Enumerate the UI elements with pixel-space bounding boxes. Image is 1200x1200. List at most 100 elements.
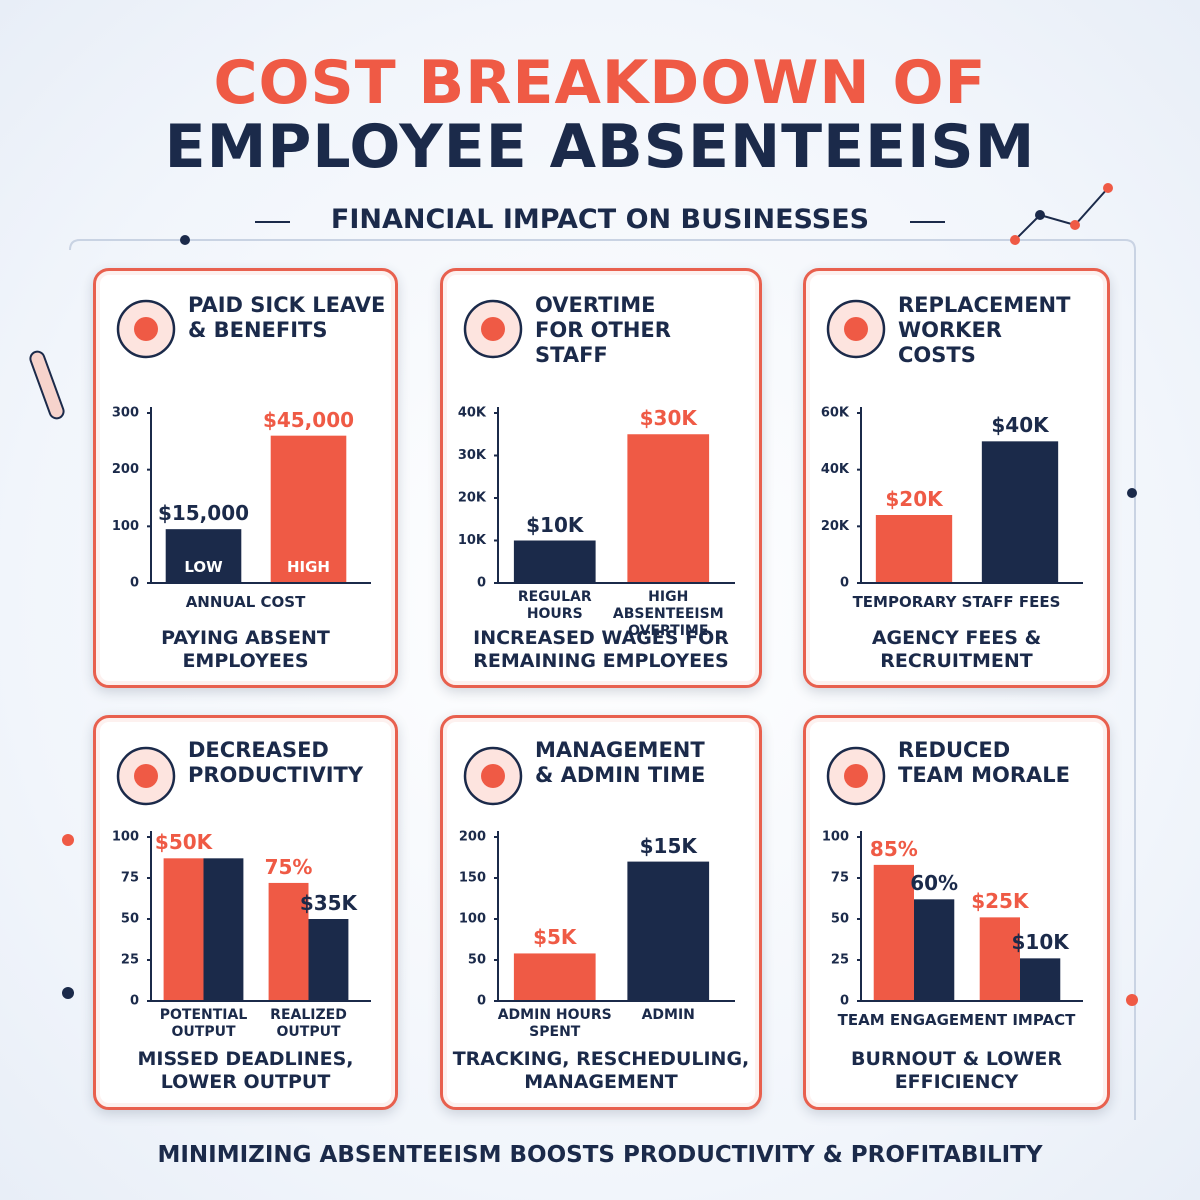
- bar: [627, 861, 710, 1001]
- category-label: REALIZED OUTPUT: [270, 1007, 347, 1040]
- y-tick-label: 10K: [458, 533, 487, 548]
- caption-line: AGENCY FEES &: [871, 627, 1042, 649]
- chart-panel: 0 100 200 300 PAID SICK LEAVE & BENEFITS $15,0…: [93, 268, 398, 688]
- chart: 0 20K 40K 60K: [821, 299, 1083, 591]
- bar: [875, 515, 953, 583]
- panel-caption: BURNOUT & LOWER EFFICIENCY: [812, 1048, 1101, 1094]
- data-label: $50K: [154, 830, 213, 855]
- heading-line: & ADMIN TIME: [535, 763, 706, 787]
- heading-line: OVERTIME: [535, 293, 656, 317]
- icon: [134, 764, 158, 788]
- y-tick-label: 0: [840, 994, 849, 1009]
- caption-line: MISSED DEADLINES,: [137, 1048, 354, 1070]
- heading-line: PRODUCTIVITY: [188, 763, 364, 787]
- data-label: $20K: [885, 487, 943, 511]
- y-tick-label: 200: [459, 830, 486, 845]
- y-tick-label: 50: [831, 912, 849, 927]
- subtitle: FINANCIAL IMPACT ON BUSINESSES: [330, 204, 870, 235]
- dot: [1103, 183, 1113, 193]
- caption-line: EMPLOYEES: [182, 650, 309, 672]
- dot: [62, 834, 74, 846]
- y-tick-label: 0: [130, 994, 139, 1009]
- heading-line: TEAM MORALE: [898, 763, 1071, 787]
- bar: [979, 917, 1020, 1001]
- y-tick-label: 50: [468, 953, 486, 968]
- chart: 0 100 200 300: [112, 299, 371, 591]
- caption-line: RECRUITMENT: [880, 650, 1033, 672]
- data-label: $15,000: [157, 501, 250, 526]
- icon: [134, 317, 158, 341]
- category-label: LOW: [184, 558, 223, 576]
- heading-line: REDUCED: [898, 738, 1011, 762]
- panel-heading: REDUCED TEAM MORALE: [898, 738, 1105, 788]
- data-label: 60%: [910, 871, 959, 896]
- icon: [481, 764, 505, 788]
- panel-heading: OVERTIME FOR OTHER STAFF: [535, 293, 757, 368]
- heading-line: STAFF: [535, 343, 608, 367]
- heading-line: PAID SICK LEAVE: [188, 293, 386, 317]
- heading-line: REPLACEMENT: [898, 293, 1071, 317]
- y-tick-label: 0: [477, 576, 486, 591]
- bar: [513, 540, 596, 583]
- icon: [844, 764, 868, 788]
- category-label: POTENTIAL OUTPUT: [159, 1007, 248, 1040]
- bar: [873, 864, 914, 1001]
- y-tick-label: 75: [831, 871, 849, 886]
- data-label: $25K: [971, 889, 1029, 914]
- y-tick-label: 30K: [458, 448, 487, 463]
- y-tick-label: 60K: [821, 406, 850, 421]
- caption-line: BURNOUT & LOWER: [851, 1048, 1062, 1070]
- chart-panel: 0 25 50 75 100 DECREASED PRODUCTIVITY $50K 75% $3…: [93, 715, 398, 1110]
- heading-line: WORKER: [898, 318, 1002, 342]
- bar: [981, 441, 1059, 583]
- heading-line: FOR OTHER: [535, 318, 671, 342]
- y-tick-label: 100: [112, 519, 139, 534]
- panel-caption: PAYING ABSENT EMPLOYEES: [102, 627, 389, 673]
- data-label: $45,000: [262, 407, 355, 432]
- heading-line: MANAGEMENT: [535, 738, 705, 762]
- chart: 0 10K 20K 30K 40K: [458, 299, 735, 591]
- data-label: $10K: [526, 512, 584, 537]
- title: COST BREAKDOWN OF: [213, 48, 987, 118]
- bar: [163, 858, 204, 1001]
- bar: [627, 434, 710, 583]
- y-tick-label: 40K: [458, 406, 487, 421]
- panel-heading: REPLACEMENT WORKER COSTS: [898, 293, 1105, 368]
- chart-panel: 0 25 50 75 100 REDUCED TEAM MORALE 85% $25K 60% $1…: [803, 715, 1110, 1110]
- chart-panel: 0 20K 40K 60K REPLACEMENT WORKER COSTS $20K $40K…: [803, 268, 1110, 688]
- dot: [1070, 220, 1080, 230]
- x-axis-label: TEMPORARY STAFF FEES: [852, 593, 1061, 611]
- y-tick-label: 100: [822, 830, 849, 845]
- panel-heading: DECREASED PRODUCTIVITY: [188, 738, 393, 788]
- chart: 0 25 50 75 100: [112, 746, 371, 1009]
- category-label: HIGH: [286, 558, 330, 576]
- caption-line: LOWER OUTPUT: [160, 1071, 331, 1093]
- frame-line: [69, 239, 1136, 1120]
- data-label: $40K: [991, 413, 1049, 438]
- dot: [1126, 994, 1138, 1006]
- trend-icon: [1014, 187, 1109, 241]
- x-axis-label: TEAM ENGAGEMENT IMPACT: [837, 1011, 1076, 1029]
- panel-caption: INCREASED WAGES FOR REMAINING EMPLOYEES: [449, 627, 753, 673]
- data-label: $30K: [639, 406, 697, 431]
- y-tick-label: 20K: [458, 491, 487, 506]
- chart: 0 25 50 75 100: [822, 746, 1083, 1009]
- dot: [180, 235, 190, 245]
- y-tick-label: 75: [121, 871, 139, 886]
- thermometer-icon: [29, 350, 65, 420]
- dot: [62, 987, 74, 999]
- bar: [513, 953, 596, 1001]
- y-tick-label: 100: [112, 830, 139, 845]
- panel-caption: AGENCY FEES & RECRUITMENT: [812, 627, 1101, 673]
- y-tick-label: 300: [112, 406, 139, 421]
- dot: [1035, 210, 1045, 220]
- title: EMPLOYEE ABSENTEEISM: [164, 112, 1036, 182]
- chart-panel: 0 10K 20K 30K 40K OVERTIME FOR OTHER STAFF $10K $…: [440, 268, 762, 688]
- data-label: 75%: [264, 854, 313, 879]
- bar: [308, 919, 349, 1001]
- caption-line: MANAGEMENT: [524, 1071, 678, 1093]
- bar: [268, 882, 309, 1001]
- x-axis-label: ANNUAL COST: [185, 593, 306, 611]
- y-tick-label: 25: [831, 953, 849, 968]
